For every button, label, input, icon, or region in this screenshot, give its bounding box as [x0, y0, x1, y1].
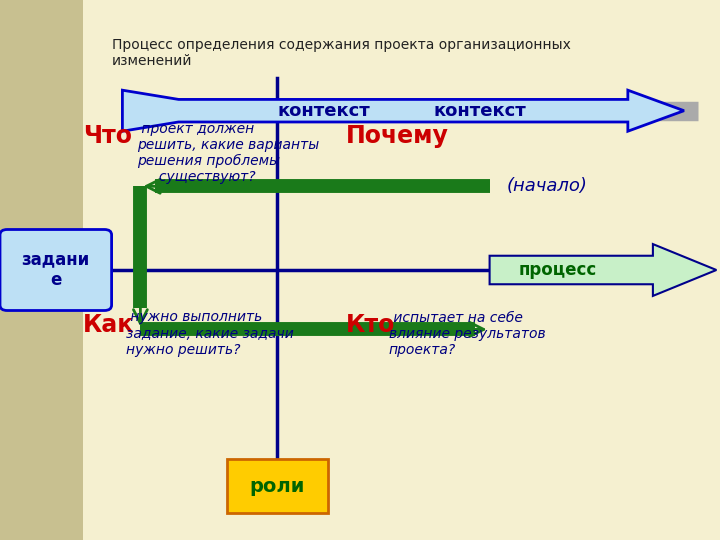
- Text: Процесс определения содержания проекта организационных
изменений: Процесс определения содержания проекта о…: [112, 38, 570, 68]
- Text: процесс: процесс: [518, 261, 597, 279]
- Polygon shape: [490, 244, 716, 296]
- Text: Что: Что: [83, 124, 132, 148]
- Text: нужно выполнить
задание, какие задачи
нужно решить?: нужно выполнить задание, какие задачи ну…: [126, 310, 294, 357]
- Text: Как: Как: [83, 313, 134, 337]
- FancyBboxPatch shape: [227, 459, 328, 513]
- Text: проект должен
решить, какие варианты
решения проблемы
     существуют?: проект должен решить, какие варианты реш…: [137, 122, 319, 184]
- Text: (начало): (начало): [507, 177, 588, 195]
- Text: контекст: контекст: [278, 102, 370, 120]
- Text: задани
е: задани е: [22, 251, 90, 289]
- Text: Кто: Кто: [346, 313, 395, 337]
- FancyBboxPatch shape: [0, 0, 83, 540]
- Polygon shape: [122, 90, 684, 131]
- FancyBboxPatch shape: [0, 230, 112, 310]
- Text: Почему: Почему: [346, 124, 449, 148]
- Text: испытает на себе
влияние результатов
проекта?: испытает на себе влияние результатов про…: [389, 310, 546, 357]
- Text: контекст: контекст: [433, 102, 526, 120]
- Text: роли: роли: [250, 476, 305, 496]
